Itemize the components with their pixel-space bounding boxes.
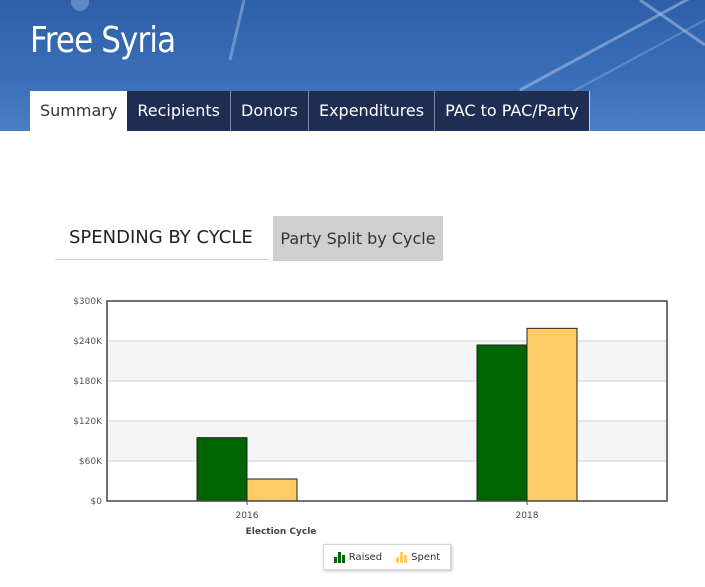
legend-item-raised[interactable]: Raised [333,551,383,563]
page-title: Free Syria [30,20,176,61]
y-tick-label: $120K [73,417,103,427]
bar-chart-icon [396,551,408,563]
chart-canvas: $0 $60K $120K $180K $240K $300K 2016 2018 Electi… [73,297,668,537]
bar-chart-icon [333,551,345,563]
legend-item-spent[interactable]: Spent [396,551,441,563]
plot-border [106,300,668,502]
bar-raised-2018 [476,344,528,502]
y-tick-label: $0 [91,497,103,507]
tab-donors[interactable]: Donors [231,91,309,131]
tab-party-split-by-cycle[interactable]: Party Split by Cycle [273,216,443,261]
y-tick-label: $60K [79,457,103,467]
main-tabs: Summary Recipients Donors Expenditures P… [30,91,590,131]
legend-label-spent: Spent [411,551,441,563]
y-tick-label: $300K [73,297,103,307]
bar-spent-2018 [526,327,578,502]
chart-section-tabs: SPENDING BY CYCLE Party Split by Cycle [55,216,443,261]
x-tick-label: 2016 [236,511,259,521]
spending-chart: $0 $60K $120K $180K $240K $300K 2016 2018 Electi… [0,290,705,587]
grid-band [107,421,667,461]
x-axis-label: Election Cycle [246,527,317,537]
y-tick-label: $240K [73,337,103,347]
grid-band [107,381,667,421]
legend-label-raised: Raised [348,551,383,563]
grid-band [107,461,667,501]
tab-summary[interactable]: Summary [30,91,128,131]
page-header: Free Syria Summary Recipients Donors Exp… [0,0,705,131]
tab-pac-to-pac-party[interactable]: PAC to PAC/Party [435,91,590,131]
grid-band [107,341,667,381]
tab-recipients[interactable]: Recipients [127,91,232,131]
tab-spending-by-cycle[interactable]: SPENDING BY CYCLE [55,216,268,260]
bar-spent-2016 [246,478,298,502]
grid-band [107,301,667,341]
bar-raised-2016 [196,437,248,502]
x-tick-label: 2018 [516,511,539,521]
chart-legend: Raised Spent [323,544,451,570]
y-tick-label: $180K [73,377,103,387]
tab-expenditures[interactable]: Expenditures [308,91,436,131]
